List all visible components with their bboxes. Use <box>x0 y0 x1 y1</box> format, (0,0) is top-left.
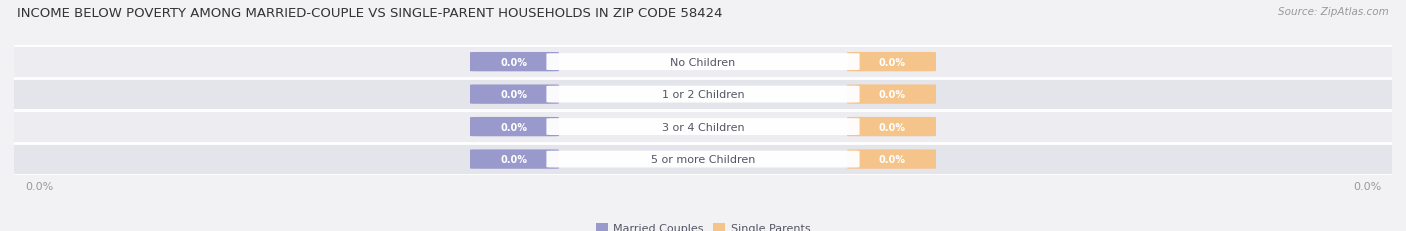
Text: 0.0%: 0.0% <box>877 122 905 132</box>
Text: 0.0%: 0.0% <box>877 90 905 100</box>
FancyBboxPatch shape <box>547 54 859 71</box>
Text: Source: ZipAtlas.com: Source: ZipAtlas.com <box>1278 7 1389 17</box>
Text: No Children: No Children <box>671 57 735 67</box>
FancyBboxPatch shape <box>547 151 859 168</box>
FancyBboxPatch shape <box>470 117 560 137</box>
Text: 1 or 2 Children: 1 or 2 Children <box>662 90 744 100</box>
FancyBboxPatch shape <box>470 85 560 104</box>
FancyBboxPatch shape <box>846 150 936 169</box>
Bar <box>14 111 1392 143</box>
Bar <box>14 46 1392 79</box>
Bar <box>14 143 1392 176</box>
Bar <box>14 79 1392 111</box>
FancyBboxPatch shape <box>547 119 859 135</box>
FancyBboxPatch shape <box>470 53 560 72</box>
Text: 0.0%: 0.0% <box>877 57 905 67</box>
Text: 5 or more Children: 5 or more Children <box>651 154 755 164</box>
Text: 0.0%: 0.0% <box>501 154 529 164</box>
Text: 0.0%: 0.0% <box>501 122 529 132</box>
Legend: Married Couples, Single Parents: Married Couples, Single Parents <box>592 218 814 231</box>
FancyBboxPatch shape <box>846 53 936 72</box>
Text: 0.0%: 0.0% <box>501 90 529 100</box>
Text: 3 or 4 Children: 3 or 4 Children <box>662 122 744 132</box>
FancyBboxPatch shape <box>547 86 859 103</box>
FancyBboxPatch shape <box>846 85 936 104</box>
FancyBboxPatch shape <box>470 150 560 169</box>
Text: 0.0%: 0.0% <box>501 57 529 67</box>
Text: 0.0%: 0.0% <box>877 154 905 164</box>
FancyBboxPatch shape <box>846 117 936 137</box>
Text: INCOME BELOW POVERTY AMONG MARRIED-COUPLE VS SINGLE-PARENT HOUSEHOLDS IN ZIP COD: INCOME BELOW POVERTY AMONG MARRIED-COUPL… <box>17 7 723 20</box>
